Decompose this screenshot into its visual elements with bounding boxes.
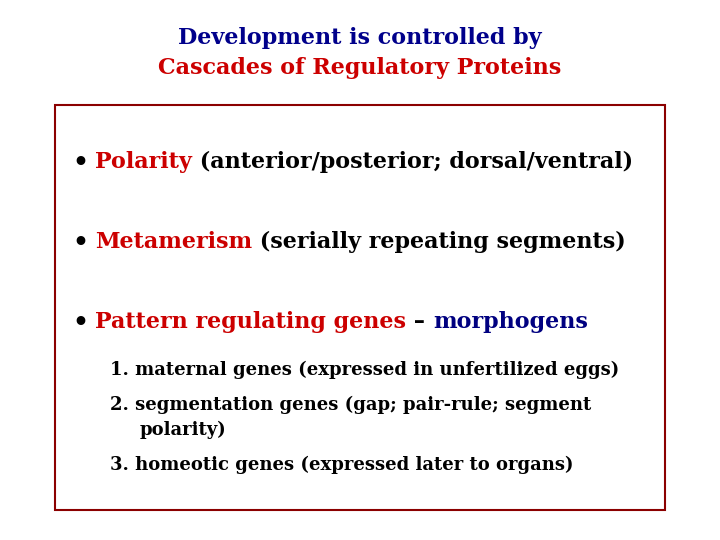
Text: •: • (72, 310, 88, 334)
Text: •: • (72, 150, 88, 174)
Text: •: • (72, 230, 88, 254)
Text: Metamerism: Metamerism (95, 231, 252, 253)
Text: morphogens: morphogens (433, 311, 588, 333)
Text: 2. segmentation genes (gap; pair-rule; segment: 2. segmentation genes (gap; pair-rule; s… (110, 396, 591, 414)
Text: polarity): polarity) (139, 421, 226, 439)
Text: (serially repeating segments): (serially repeating segments) (252, 231, 626, 253)
Text: Development is controlled by: Development is controlled by (178, 27, 542, 49)
Text: –: – (406, 311, 433, 333)
Bar (55, 105, 665, 510)
Text: (anterior/posterior; dorsal/ventral): (anterior/posterior; dorsal/ventral) (192, 151, 633, 173)
Text: 1. maternal genes (expressed in unfertilized eggs): 1. maternal genes (expressed in unfertil… (110, 361, 619, 379)
Text: Cascades of Regulatory Proteins: Cascades of Regulatory Proteins (158, 57, 562, 79)
Text: 3. homeotic genes (expressed later to organs): 3. homeotic genes (expressed later to or… (110, 456, 574, 474)
Text: Polarity: Polarity (95, 151, 192, 173)
Text: Pattern regulating genes: Pattern regulating genes (95, 311, 406, 333)
